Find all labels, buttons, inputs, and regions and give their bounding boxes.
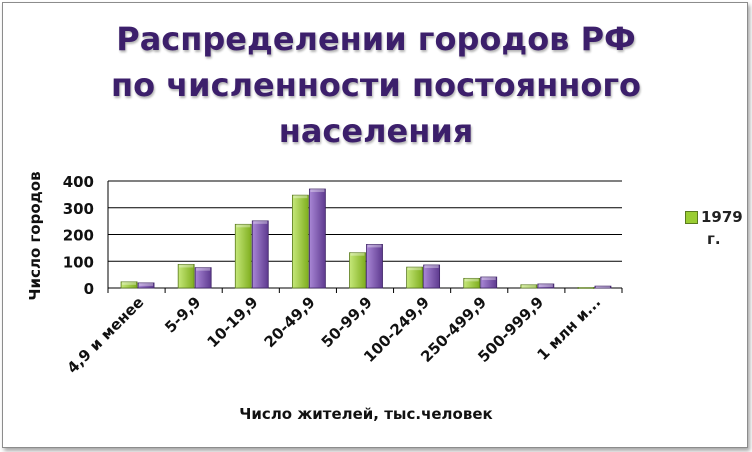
- bar-series1-3: [291, 194, 309, 289]
- x-tick-label-4: 50-99,9: [318, 293, 376, 351]
- x-tick-label-0: 4,9 и менее: [63, 293, 147, 377]
- bar-bevel-series2-0: [139, 282, 154, 286]
- bar-bevel-series2-2: [253, 220, 268, 224]
- bar-series2-0: [137, 282, 155, 289]
- bar-series2-3: [308, 188, 326, 289]
- chart-title-line-2: по численности постоянного: [110, 66, 642, 104]
- y-tick-label-400: 400: [63, 173, 94, 191]
- bar-bevel-series1-1: [179, 264, 194, 268]
- y-axis-title: Число городов: [26, 171, 44, 300]
- bar-series1-4: [349, 252, 366, 289]
- x-tick-label-1: 5-9,9: [161, 293, 204, 336]
- y-tick-label-100: 100: [63, 253, 94, 271]
- bar-bevel-series2-3: [310, 189, 325, 193]
- bar-series2-5: [423, 264, 441, 289]
- bar-bevel-series2-8: [595, 286, 610, 288]
- bar-bevel-series1-8: [578, 287, 593, 289]
- bar-series1-5: [406, 266, 424, 289]
- chart-frame: [2, 2, 748, 448]
- chart-title-line-3: населения: [278, 112, 474, 150]
- bar-series1-7: [520, 284, 538, 289]
- bar-bevel-series2-5: [424, 264, 439, 268]
- x-tick-label-2: 10-19,9: [204, 293, 262, 351]
- bar-bevel-series2-1: [196, 267, 211, 271]
- bar-series2-6: [480, 276, 498, 289]
- bar-bevel-series1-0: [122, 281, 137, 285]
- y-tick-label-200: 200: [63, 227, 94, 245]
- x-axis-title: Число жителей, тыс.человек: [239, 405, 492, 423]
- bar-series2-8: [594, 285, 612, 289]
- legend: 1979 г.: [685, 208, 745, 248]
- legend-label-line-2: г.: [707, 230, 721, 248]
- legend-swatch-1979: [685, 211, 698, 224]
- bar-bevel-series1-6: [464, 278, 479, 282]
- bar-bevel-series2-6: [481, 277, 496, 281]
- y-tick-label-0: 0: [84, 280, 94, 298]
- bar-series1-8: [577, 287, 595, 289]
- bar-series1-0: [120, 281, 138, 289]
- y-tick-label-300: 300: [63, 200, 94, 218]
- bar-series2-1: [194, 267, 212, 289]
- bar-series1-6: [463, 277, 481, 289]
- chart-title-line-1: Распределении городов РФ: [116, 20, 636, 58]
- bar-bevel-series2-7: [538, 283, 553, 287]
- bar-series2-7: [537, 283, 555, 289]
- bar-bevel-series2-4: [367, 244, 382, 248]
- bar-bevel-series1-7: [521, 284, 536, 288]
- bar-bevel-series1-5: [407, 267, 422, 271]
- bar-bevel-series1-4: [350, 252, 365, 256]
- legend-label-line-1: 1979: [701, 208, 743, 226]
- bar-series1-1: [177, 264, 195, 289]
- x-tick-label-3: 20-49,9: [261, 293, 319, 351]
- bar-bevel-series1-2: [236, 224, 251, 228]
- bar-bevel-series1-3: [293, 195, 308, 199]
- bar-series2-2: [251, 220, 269, 289]
- bar-series2-4: [366, 243, 383, 289]
- bar-series1-2: [234, 223, 252, 289]
